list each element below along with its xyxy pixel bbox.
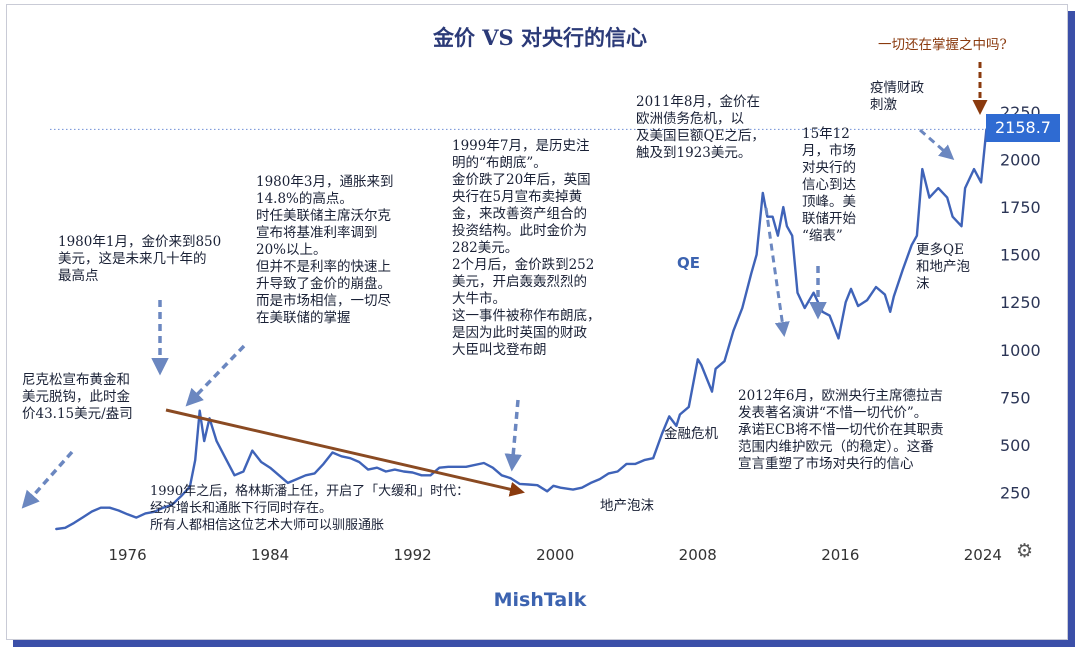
annotation-covid: 疫情财政 刺激 xyxy=(870,80,924,113)
brand-label: MishTalk xyxy=(493,589,587,611)
x-tick-label: 1976 xyxy=(108,546,146,564)
arrow-covid xyxy=(919,128,955,160)
annotation-more-qe: 更多QE 和地产泡 沫 xyxy=(916,242,970,292)
gold-price-line xyxy=(55,128,988,531)
gear-icon[interactable]: ⚙ xyxy=(1016,540,1034,562)
arrow-aug-2011 xyxy=(764,207,790,337)
label-property-bubble: 地产泡沫 xyxy=(600,498,654,514)
annotation-aug-2011: 2011年8月，金价在 欧洲债务危机，以 及美国巨额QE之后， 触及到1923美… xyxy=(636,94,765,161)
annotation-dec-2015: 15年12 月，市场 对央行的 信心到达 顶峰。美 联储开始 “缩表” xyxy=(802,126,856,244)
annotation-draghi: 2012年6月，欧洲央行主席德拉吉 发表著名演讲“不惜一切代价”。 承诺ECB将… xyxy=(738,388,944,472)
annotation-mar-1980: 1980年3月，通胀来到 14.8%的高点。 时任美联储主席沃尔克 宣布将基准利… xyxy=(256,174,394,326)
annotation-nixon: 尼克松宣布黄金和 美元脱钩，此时金 价43.15美元/盎司 xyxy=(22,372,133,422)
chart-title: 金价 VS 对央行的信心 xyxy=(432,25,648,50)
x-tick-label: 2008 xyxy=(679,546,717,564)
x-tick-label: 2000 xyxy=(536,546,574,564)
x-tick-label: 1984 xyxy=(251,546,289,564)
y-tick-label: 1500 xyxy=(1000,246,1041,265)
label-financial-crisis: 金融危机 xyxy=(664,426,718,442)
chart-frame xyxy=(6,4,1068,640)
x-tick-label: 2024 xyxy=(964,546,1002,564)
y-tick-label: 500 xyxy=(1000,436,1031,455)
y-tick-label: 1250 xyxy=(1000,293,1041,312)
annotation-jan-1980: 1980年1月，金价来到850 美元，这是未来几十年的 最高点 xyxy=(58,234,222,284)
arrow-greenspan-trend xyxy=(165,408,525,497)
x-tick-label: 2016 xyxy=(821,546,859,564)
y-tick-label: 2000 xyxy=(1000,151,1041,170)
arrow-mar-1980 xyxy=(185,344,246,407)
annotation-question: 一切还在掌握之中吗? xyxy=(878,37,1007,53)
label-qe: QE xyxy=(677,254,700,272)
annotation-jul-1999: 1999年7月，是历史注 明的“布朗底”。 金价跌了20年后，英国 央行在5月宣… xyxy=(452,138,601,358)
last-value-tag: 2158.7 xyxy=(986,114,1060,142)
annotation-greenspan: 1990年之后，格林斯潘上任，开启了「大缓和」时代： 经济增长和通胀下行同时存在… xyxy=(150,484,470,533)
arrow-jul-1999 xyxy=(504,399,522,472)
y-tick-label: 1000 xyxy=(1000,341,1041,360)
y-tick-label: 750 xyxy=(1000,388,1031,407)
y-tick-label: 1750 xyxy=(1000,198,1041,217)
arrow-nixon xyxy=(21,450,74,509)
y-tick-label: 250 xyxy=(1000,483,1031,502)
x-tick-label: 1992 xyxy=(394,546,432,564)
